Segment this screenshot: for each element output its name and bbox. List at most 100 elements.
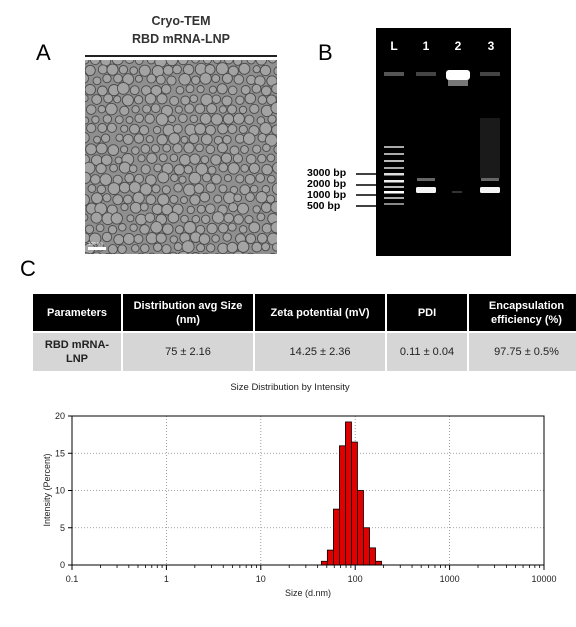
lnp-particle xyxy=(118,181,131,194)
lane-2-trace-band xyxy=(452,191,462,193)
lnp-particle xyxy=(248,162,260,174)
well-lane-3 xyxy=(480,72,500,76)
lnp-particle xyxy=(179,153,191,166)
lnp-particle xyxy=(173,242,183,252)
lnp-particle xyxy=(165,60,179,67)
histogram-bar xyxy=(345,421,352,566)
header-parameters: Parameters xyxy=(33,294,121,331)
lnp-particle xyxy=(256,232,268,244)
marker-arrows xyxy=(356,173,376,207)
y-tick-label: 0 xyxy=(60,560,65,570)
chart-bars xyxy=(320,421,382,566)
lane-label-3: 3 xyxy=(488,39,495,53)
lnp-particle xyxy=(146,60,156,65)
lnp-particle xyxy=(189,114,199,124)
table-row: RBD mRNA-LNP 75 ± 2.16 14.25 ± 2.36 0.11… xyxy=(33,333,576,371)
lnp-particle xyxy=(95,163,107,175)
lnp-particle xyxy=(91,192,103,205)
lnp-particle xyxy=(211,94,222,104)
lnp-particle xyxy=(146,73,157,84)
lnp-particle xyxy=(221,95,233,107)
lnp-particle xyxy=(217,123,229,135)
lnp-particle xyxy=(200,133,213,146)
lnp-particle xyxy=(124,60,135,64)
marker-label-3000: 3000 bp xyxy=(307,167,347,179)
lnp-particle xyxy=(169,153,179,163)
lnp-particle xyxy=(97,64,108,75)
lnp-particle xyxy=(178,73,191,86)
lane-2-smear xyxy=(448,80,468,86)
lnp-particle xyxy=(153,163,163,173)
lnp-particle xyxy=(191,75,201,85)
lnp-particle xyxy=(205,144,216,155)
lnp-particle xyxy=(270,201,277,214)
lnp-particle xyxy=(194,103,206,114)
lnp-particle xyxy=(210,113,224,126)
lnp-particle xyxy=(168,132,181,145)
lnp-particle xyxy=(238,105,248,115)
lnp-particle xyxy=(272,161,277,174)
cell-size: 75 ± 2.16 xyxy=(123,333,253,371)
histogram-bar xyxy=(339,445,346,566)
lnp-particle xyxy=(85,83,96,96)
lane-1-mrna-band xyxy=(416,187,436,193)
lnp-particle xyxy=(257,153,267,164)
lnp-particle xyxy=(125,116,134,124)
lnp-particle xyxy=(129,123,140,135)
lnp-particle xyxy=(271,124,277,136)
lnp-particle xyxy=(100,154,113,166)
lnp-particle xyxy=(180,214,189,224)
lnp-particle xyxy=(245,153,257,165)
lnp-particle xyxy=(196,204,206,214)
x-tick-label: 1 xyxy=(164,574,169,584)
lnp-particle xyxy=(245,233,257,245)
lnp-particle xyxy=(97,85,108,97)
lnp-particle xyxy=(189,94,199,103)
lnp-particle xyxy=(200,155,210,165)
lnp-particle xyxy=(183,183,196,197)
lnp-particle xyxy=(244,92,257,105)
lnp-particle xyxy=(128,164,138,173)
lnp-particle xyxy=(162,223,174,235)
lnp-particle xyxy=(223,60,234,65)
lnp-particle xyxy=(162,64,174,76)
histogram-bar xyxy=(363,527,370,566)
lnp-particle xyxy=(205,203,216,214)
header-size: Distribution avg Size (nm) xyxy=(123,294,253,331)
plot-frame xyxy=(71,415,545,566)
lnp-particle xyxy=(157,193,170,206)
lnp-particle xyxy=(240,145,249,154)
lnp-particle xyxy=(271,182,277,195)
tem-title: Cryo-TEM RBD mRNA-LNP xyxy=(85,12,277,48)
cryo-tem-micrograph: 100 nm xyxy=(85,60,277,254)
lnp-particle xyxy=(100,133,111,143)
lnp-particle xyxy=(90,211,103,224)
lnp-particle xyxy=(260,202,272,213)
lnp-particle xyxy=(169,194,179,204)
lnp-particle xyxy=(144,93,157,105)
lnp-particle xyxy=(261,242,271,252)
lnp-particle xyxy=(193,183,205,194)
lnp-particle xyxy=(266,153,276,163)
lnp-particle xyxy=(227,65,239,77)
lnp-particle xyxy=(252,205,261,214)
lnp-particle xyxy=(211,173,222,185)
lnp-particle xyxy=(251,241,263,253)
lnp-particle xyxy=(188,133,200,144)
lnp-particle xyxy=(178,113,188,124)
lnp-particle xyxy=(245,192,255,202)
lnp-particle xyxy=(116,82,130,95)
lnp-particle xyxy=(113,95,122,104)
lnp-particle xyxy=(148,252,155,254)
lnp-particle xyxy=(137,252,145,254)
lnp-particle xyxy=(259,122,273,135)
lnp-particle xyxy=(120,203,129,212)
lnp-particle xyxy=(92,251,102,254)
agarose-gel: L 1 2 3 xyxy=(376,28,511,256)
lnp-particle xyxy=(133,95,144,105)
lnp-particle xyxy=(222,232,232,242)
lnp-particle xyxy=(102,73,112,84)
lnp-particle xyxy=(240,85,251,95)
histogram-bar xyxy=(320,560,328,566)
lnp-particle xyxy=(114,115,124,125)
